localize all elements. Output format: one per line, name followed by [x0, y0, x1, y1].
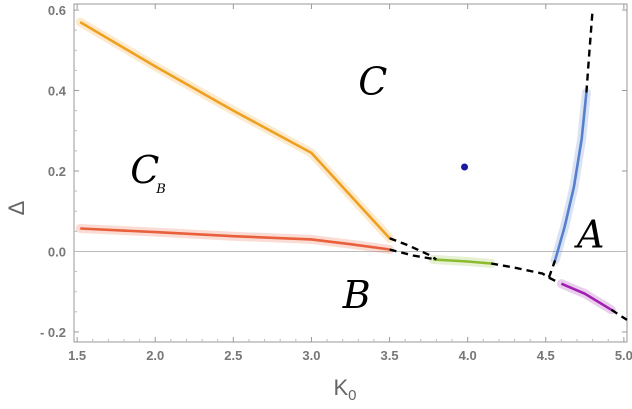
y-tick-label: 0.6 — [48, 3, 66, 18]
x-tick-label: 4.0 — [459, 348, 477, 363]
confidence-bands — [75, 17, 616, 315]
region-label-CB: C — [130, 148, 159, 192]
x-tick-labels: 1.5 2.0 2.5 3.0 3.5 4.0 4.5 5.0 — [68, 348, 632, 363]
x-tick-label: 2.0 — [146, 348, 164, 363]
series-lines — [79, 9, 628, 321]
y-axis-label: Δ — [4, 200, 29, 215]
series-dash-right-top — [585, 9, 594, 93]
y-tick-label: 0.2 — [48, 164, 66, 179]
series-purple — [560, 282, 613, 311]
region-label-B: B — [342, 273, 371, 317]
series-orange — [79, 20, 391, 240]
series-dash-middle — [490, 262, 558, 283]
x-tick-label: 3.0 — [302, 348, 320, 363]
x-tick-label: 1.5 — [68, 348, 86, 363]
y-tick-label: 0.0 — [48, 244, 66, 259]
region-label-subscript: B — [155, 182, 166, 197]
series-dash-lower — [389, 248, 437, 261]
x-axis-label-sub: 0 — [348, 387, 356, 404]
series-blue — [553, 92, 588, 261]
series-red — [80, 227, 390, 251]
x-tick-label: 5.0 — [615, 348, 632, 363]
y-tick-label: - 0.2 — [40, 325, 66, 340]
plot-frame — [73, 3, 628, 343]
y-tick-labels: - 0.2 0.0 0.2 0.4 0.6 — [40, 3, 67, 340]
x-tick-label: 2.5 — [224, 348, 242, 363]
x-axis-label: K0 — [333, 375, 356, 404]
series-dash-purple-tail — [610, 308, 628, 321]
y-tick-label: 0.4 — [48, 84, 67, 99]
region-label-A: A — [574, 212, 604, 256]
series-green — [433, 258, 492, 265]
region-label-C: C — [358, 60, 387, 104]
markers — [461, 163, 469, 171]
x-axis-label-main: K — [333, 375, 348, 400]
band-orange — [75, 17, 395, 243]
tick-marks — [74, 4, 627, 342]
x-tick-label: 4.5 — [537, 348, 555, 363]
x-tick-label: 3.5 — [381, 348, 399, 363]
series-dash-right-low — [547, 259, 557, 279]
point-marker — [461, 163, 469, 171]
